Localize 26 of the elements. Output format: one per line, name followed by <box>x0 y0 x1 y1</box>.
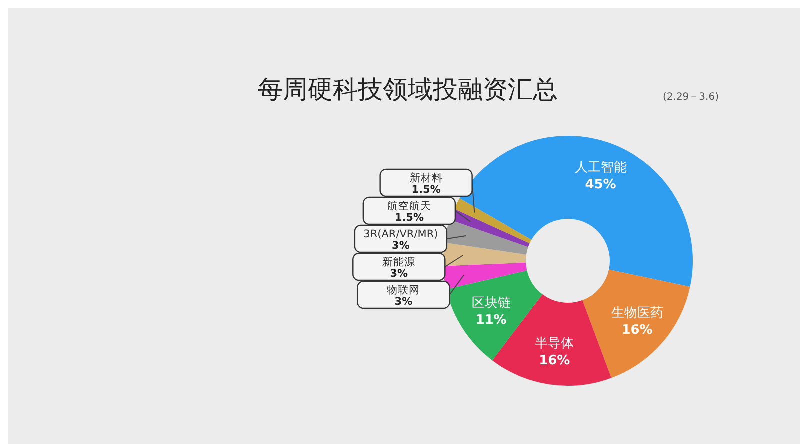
data-label: 16% <box>539 354 570 369</box>
slice-label: 区块链 <box>472 296 511 311</box>
chart-title: 每周硬科技领域投融资汇总 <box>258 75 558 104</box>
data-label: 3% <box>394 296 414 308</box>
slice-label: 新能源 <box>382 256 416 268</box>
slice-label: 人工智能 <box>574 160 627 176</box>
slice-label: 新材料 <box>410 172 443 184</box>
donut-slice <box>443 242 526 266</box>
chart-subtitle: (2.29－3.6) <box>663 92 720 103</box>
data-label: 45% <box>585 178 616 193</box>
slice-label: 3R(AR/VR/MR) <box>364 228 438 240</box>
slice-label: 航空航天 <box>387 200 432 212</box>
donut-slice <box>460 136 693 287</box>
data-label: 3% <box>392 240 410 252</box>
slice-label: 生物医药 <box>611 306 664 321</box>
slice-label: 半导体 <box>535 336 574 352</box>
data-label: 16% <box>622 322 653 338</box>
donut-slice <box>444 220 528 255</box>
data-label: 1.5% <box>394 212 424 224</box>
data-label: 11% <box>476 312 507 328</box>
donut-slice <box>443 262 528 290</box>
data-label: 1.5% <box>412 184 442 196</box>
data-label: 3% <box>390 268 409 280</box>
donut-slice <box>454 198 532 244</box>
slice-label: 物联网 <box>387 284 420 296</box>
donut-slice <box>582 270 690 378</box>
